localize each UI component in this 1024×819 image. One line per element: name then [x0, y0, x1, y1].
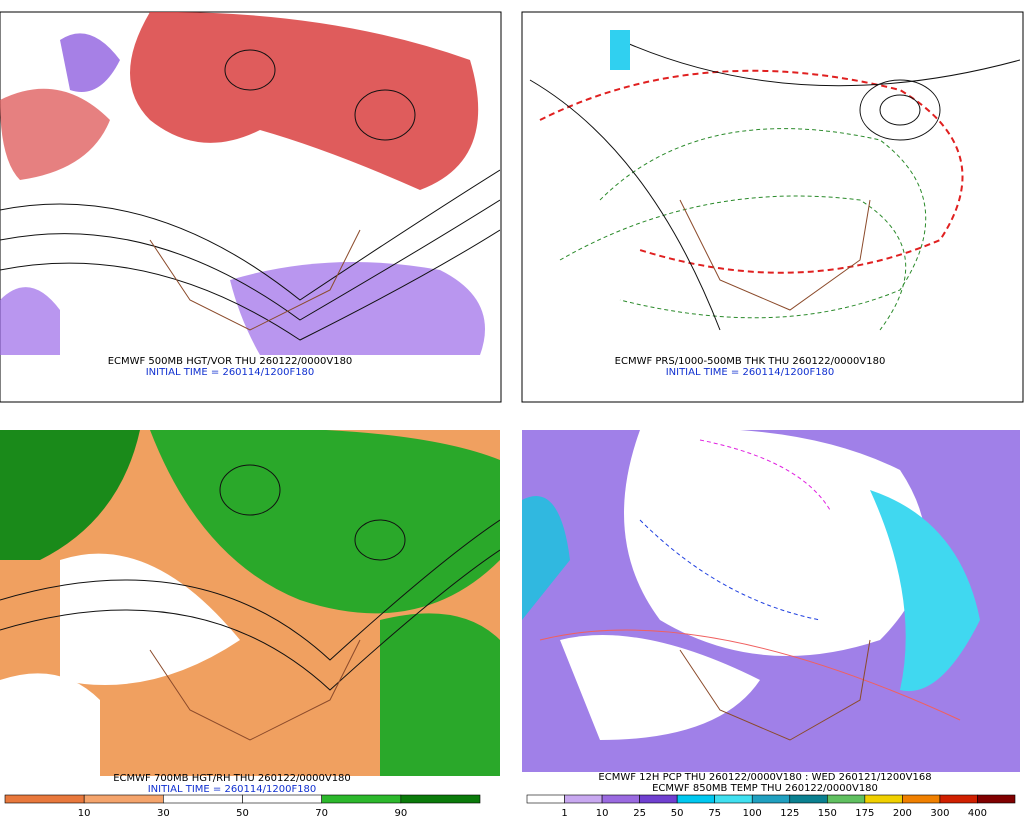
- colorbar-label: 30: [157, 808, 170, 819]
- map: [0, 12, 500, 355]
- colorbar-segment: [526, 794, 565, 804]
- colorbar-label: 50: [236, 808, 249, 819]
- colorbar-segment: [83, 794, 164, 804]
- map: [522, 430, 1020, 772]
- caption: ECMWF 700MB HGT/RH THU 260122/0000V180: [113, 773, 351, 784]
- colorbars: 10 30 50 70 90 1 10 25 50 75 100 125 150 175 200 300 400: [4, 794, 1016, 819]
- colorbar-label: 10: [78, 808, 91, 819]
- initial-time: INITIAL TIME = 260114/1200F180: [146, 367, 315, 378]
- colorbar-label: 400: [968, 808, 987, 819]
- colorbar-segment: [751, 794, 791, 804]
- colorbar-segment: [977, 794, 1016, 804]
- colorbar-segment: [163, 794, 243, 804]
- colorbar-label: 1: [561, 808, 567, 819]
- colorbar-label: 50: [671, 808, 684, 819]
- colorbar-segment: [827, 794, 866, 804]
- colorbar-label: 75: [708, 808, 721, 819]
- colorbar-label: 100: [743, 808, 762, 819]
- colorbar-segment: [4, 794, 85, 804]
- colorbar-label: 10: [596, 808, 609, 819]
- caption: ECMWF 500MB HGT/VOR THU 260122/0000V180: [108, 356, 353, 367]
- colorbar-label: 150: [818, 808, 837, 819]
- caption: ECMWF PRS/1000-500MB THK THU 260122/0000…: [615, 356, 886, 367]
- colorbar-segment: [400, 794, 481, 804]
- colorbar-segment: [789, 794, 828, 804]
- colorbar-label: 90: [394, 808, 407, 819]
- colorbar-label: 175: [855, 808, 874, 819]
- colorbar-segment: [676, 794, 715, 804]
- map: [529, 30, 1020, 331]
- initial-time: INITIAL TIME = 260114/1200F180: [666, 367, 835, 378]
- colorbar-segment: [902, 794, 941, 804]
- colorbar-segment: [639, 794, 678, 804]
- colorbar-segment: [714, 794, 753, 804]
- colorbar-segment: [321, 794, 402, 804]
- colorbar-label: 25: [633, 808, 646, 819]
- colorbar-label: 200: [893, 808, 912, 819]
- colorbar-label: 70: [315, 808, 328, 819]
- colorbar-segment: [242, 794, 322, 804]
- map: [0, 430, 500, 776]
- colorbar-segment: [564, 794, 603, 804]
- colorbar-segment: [939, 794, 978, 804]
- colorbar-segment: [601, 794, 640, 804]
- colorbar-label: 125: [780, 808, 799, 819]
- initial-time: INITIAL TIME = 260114/1200F180: [148, 784, 317, 795]
- caption: ECMWF 12H PCP THU 260122/0000V180 : WED …: [598, 772, 931, 783]
- colorbar-label: 300: [930, 808, 949, 819]
- caption: ECMWF 850MB TEMP THU 260122/0000V180: [652, 783, 878, 794]
- colorbar-segment: [864, 794, 903, 804]
